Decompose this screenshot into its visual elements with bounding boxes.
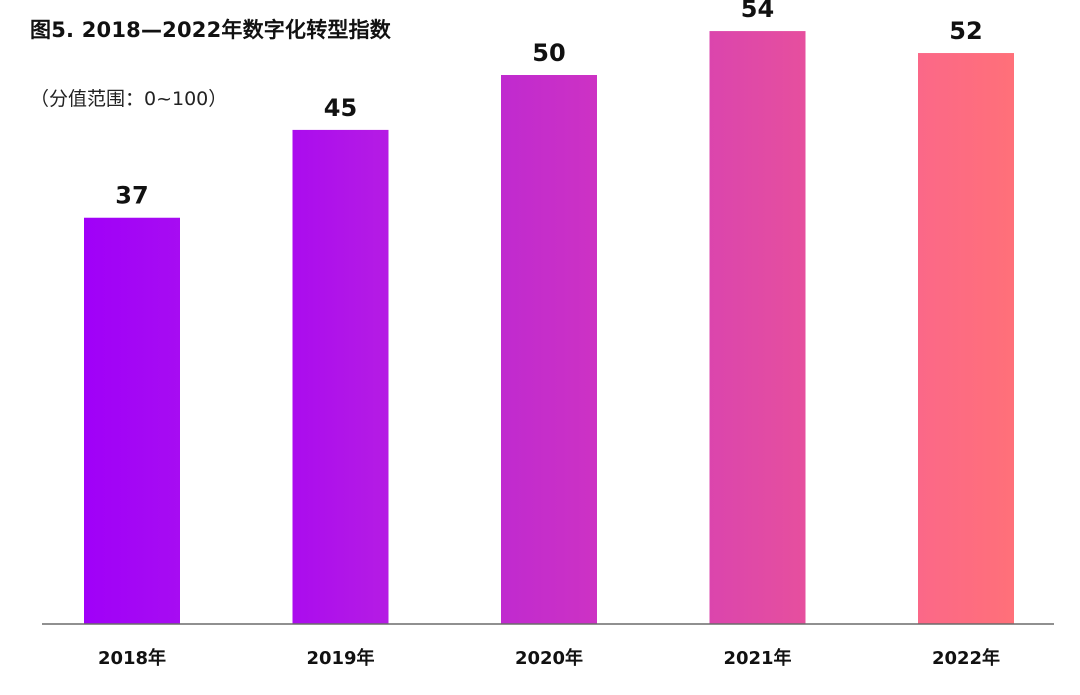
bar-3 xyxy=(709,31,806,624)
chart-subtitle: （分值范围：0~100） xyxy=(30,88,228,110)
x-tick-label-3: 2021年 xyxy=(723,647,791,669)
bar-value-label-2: 50 xyxy=(532,39,565,67)
labels-layer: 37 2018年 45 2019年 50 2020年 54 2021年 52 2022年 xyxy=(98,0,1000,669)
bar-value-label-3: 54 xyxy=(741,0,774,23)
bar-value-label-4: 52 xyxy=(949,17,982,45)
bars-layer xyxy=(84,31,1014,625)
x-tick-label-0: 2018年 xyxy=(98,647,166,669)
x-tick-label-2: 2020年 xyxy=(515,647,583,669)
bar-2 xyxy=(501,75,597,624)
bar-1 xyxy=(292,129,389,624)
bar-value-label-0: 37 xyxy=(115,182,148,210)
chart-title: 图5. 2018—2022年数字化转型指数 xyxy=(30,18,391,42)
x-tick-label-1: 2019年 xyxy=(306,647,374,669)
bar-0 xyxy=(84,217,180,625)
bar-4 xyxy=(918,53,1014,625)
x-tick-label-4: 2022年 xyxy=(932,647,1000,669)
bar-value-label-1: 45 xyxy=(324,94,357,122)
